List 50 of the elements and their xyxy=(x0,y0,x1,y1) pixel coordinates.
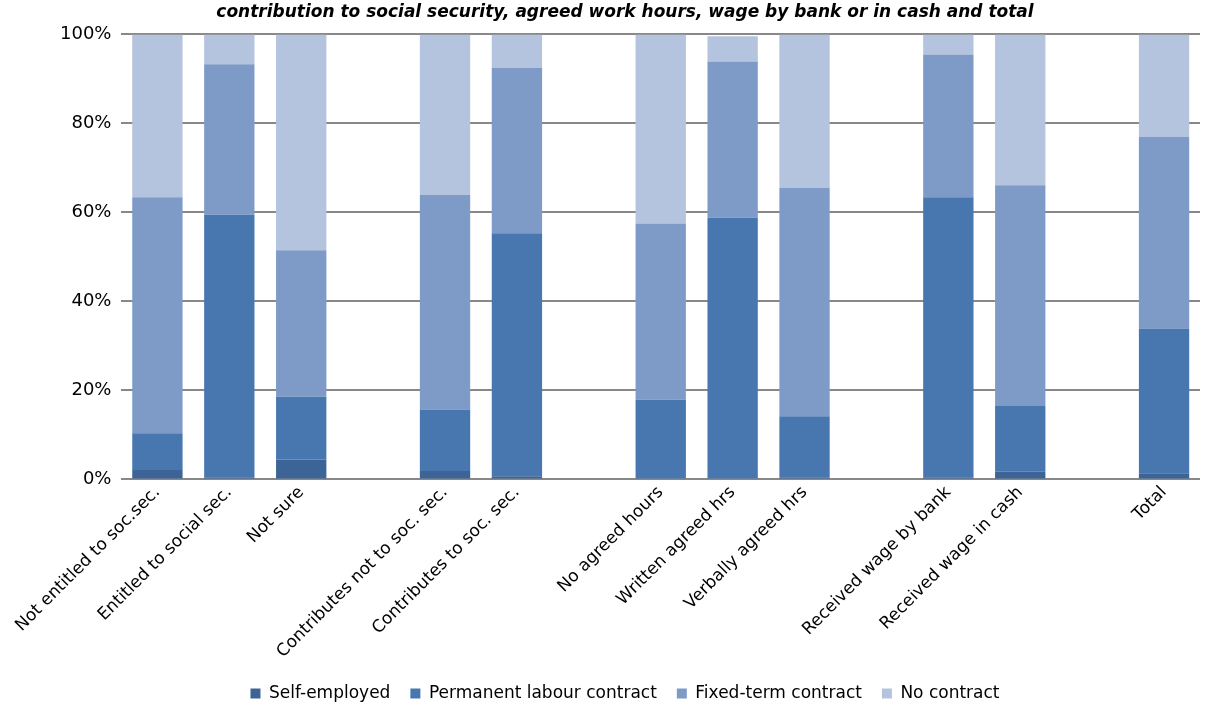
bar xyxy=(635,223,686,400)
bar xyxy=(635,399,686,479)
bar xyxy=(419,195,471,410)
legend-label: Fixed-term contract xyxy=(695,681,863,702)
bar xyxy=(419,409,471,471)
bar xyxy=(491,233,543,477)
legend-label: Permanent labour contract xyxy=(428,681,658,702)
y-tick-label: 40% xyxy=(71,289,112,311)
bar xyxy=(995,471,1046,479)
y-tick-label: 60% xyxy=(71,200,112,222)
bar xyxy=(276,459,327,479)
bar xyxy=(995,185,1046,406)
bar xyxy=(204,34,255,65)
legend-label: Self-employed xyxy=(268,681,391,702)
bar xyxy=(276,34,327,251)
bar xyxy=(491,476,543,479)
bar xyxy=(1138,34,1190,137)
bar xyxy=(204,214,255,478)
bar xyxy=(491,34,543,68)
bar xyxy=(1138,136,1190,329)
legend-label: No contract xyxy=(900,681,1000,702)
chart-title: contribution to social security, agreed work hours, wage by bank or in cash and total xyxy=(216,0,1035,21)
bar xyxy=(132,470,183,479)
y-tick-label: 0% xyxy=(82,467,112,489)
y-tick-label: 80% xyxy=(71,111,112,133)
bar xyxy=(995,34,1046,186)
bar xyxy=(707,217,758,479)
bar xyxy=(779,34,830,188)
bar xyxy=(779,416,830,478)
y-tick-label: 20% xyxy=(71,378,112,400)
bar xyxy=(276,396,327,460)
bar xyxy=(707,36,758,62)
bar xyxy=(419,470,471,479)
bar xyxy=(132,433,183,471)
bar xyxy=(204,64,255,215)
bar xyxy=(635,34,686,224)
bar xyxy=(276,250,327,397)
bar xyxy=(923,54,974,198)
bar xyxy=(923,197,974,478)
bar xyxy=(1138,473,1190,479)
bar xyxy=(995,405,1046,472)
y-tick-label: 100% xyxy=(59,22,112,44)
bar xyxy=(491,67,543,234)
bar xyxy=(419,34,471,196)
bar xyxy=(1138,328,1190,474)
bar xyxy=(132,197,183,434)
bar xyxy=(132,34,183,198)
bar xyxy=(779,187,830,417)
bar xyxy=(707,61,758,218)
bar xyxy=(923,34,974,55)
